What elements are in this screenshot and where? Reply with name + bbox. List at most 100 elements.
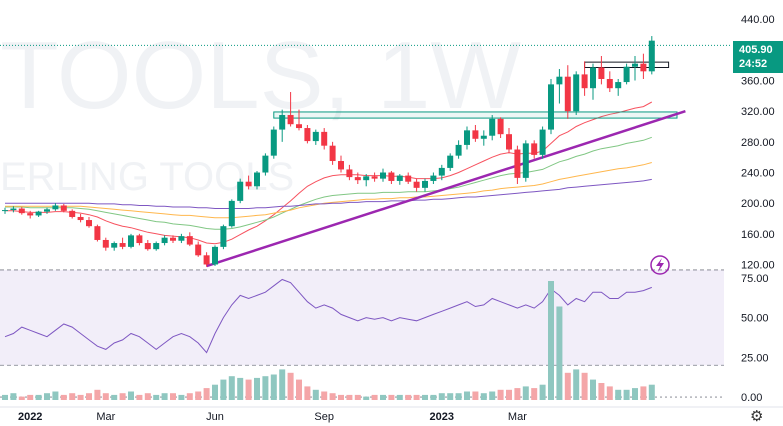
candle — [237, 178, 244, 204]
candle-body — [539, 129, 546, 155]
volume-bar — [329, 393, 336, 400]
candle — [573, 71, 580, 116]
lightning-icon[interactable] — [650, 255, 670, 275]
candle-body — [623, 66, 630, 83]
candle — [270, 126, 277, 159]
candle — [489, 115, 496, 141]
volume-bar — [170, 393, 176, 400]
volume-bar — [489, 391, 496, 400]
candle — [380, 168, 386, 182]
time-tick-label: Mar — [508, 411, 527, 423]
candle-body — [212, 246, 218, 265]
candle-layer — [2, 36, 655, 267]
candle — [161, 235, 168, 246]
rsi-axis: 75.00 50.00 25.00 0.00 — [741, 273, 769, 404]
candle-body — [346, 169, 353, 178]
volume-bar — [228, 376, 235, 400]
volume-bar — [405, 394, 412, 400]
rsi-tick-label: 0.00 — [741, 392, 762, 404]
volume-bar — [18, 396, 25, 400]
candle-body — [102, 239, 109, 248]
candle — [69, 209, 76, 219]
volume-bar — [564, 372, 571, 400]
rsi-panel — [0, 269, 724, 398]
time-tick-label: Mar — [96, 411, 115, 423]
candle — [94, 224, 101, 242]
candle-body — [606, 78, 613, 89]
candle-body — [35, 211, 42, 216]
candle-body — [220, 226, 227, 247]
candle-body — [573, 74, 580, 112]
gear-icon[interactable]: ⚙ — [750, 407, 764, 425]
candle — [615, 78, 622, 96]
volume-bar — [35, 394, 42, 400]
volume-bar — [254, 377, 260, 400]
time-axis[interactable]: 2022 Mar Jun Sep 2023 Mar — [0, 406, 783, 423]
volume-bar — [623, 389, 630, 400]
candle — [195, 241, 202, 257]
candle-body — [77, 216, 84, 221]
volume-bar — [186, 393, 193, 400]
candle-body — [514, 149, 521, 178]
candle-body — [396, 175, 403, 181]
time-tick-label: 2022 — [18, 411, 42, 423]
candle-body — [144, 243, 151, 250]
candle — [119, 237, 126, 250]
candle — [497, 117, 504, 139]
candle-body — [111, 243, 118, 248]
candle-body — [254, 172, 260, 187]
candle-body — [472, 130, 479, 139]
candle-body — [2, 210, 8, 212]
volume-bar — [396, 394, 403, 400]
volume-bar — [354, 394, 361, 400]
candle-body — [615, 82, 622, 89]
volume-bar — [296, 379, 302, 400]
candle-body — [413, 181, 420, 188]
volume-bar — [136, 394, 143, 400]
volume-bar — [413, 394, 420, 400]
candle-body — [170, 237, 176, 241]
candle — [548, 78, 554, 135]
candle — [111, 241, 118, 251]
rsi-tick-label: 75.00 — [741, 273, 769, 285]
candle — [203, 252, 210, 267]
candle-body — [371, 176, 378, 179]
candle-body — [10, 208, 17, 211]
candle-body — [438, 167, 445, 176]
volume-bar — [371, 394, 378, 400]
candle-body — [447, 155, 454, 168]
candle-body — [128, 235, 134, 247]
volume-bar — [203, 388, 210, 400]
volume-bar — [2, 394, 8, 400]
volume-bar — [60, 394, 67, 400]
candle — [623, 63, 630, 85]
volume-bar — [338, 394, 344, 400]
candle-body — [455, 144, 462, 156]
candle-body — [262, 155, 269, 173]
candle-body — [522, 143, 529, 178]
volume-bar — [506, 389, 512, 400]
price-tick-label: 280.00 — [741, 137, 775, 149]
volume-bar — [220, 379, 227, 400]
time-tick-label: Sep — [314, 411, 334, 423]
volume-bar — [632, 388, 638, 400]
candle — [86, 216, 92, 228]
volume-bar — [161, 393, 168, 400]
candle-body — [69, 210, 76, 217]
volume-bar — [312, 389, 319, 400]
candle — [464, 126, 470, 150]
candle-body — [531, 143, 538, 155]
candle — [539, 126, 546, 159]
candle — [52, 203, 59, 211]
candle-body — [195, 244, 202, 256]
candle-body — [506, 134, 512, 150]
ema-line — [5, 162, 652, 219]
candle — [480, 130, 487, 146]
volume-bar — [111, 394, 118, 400]
volume-bar — [270, 374, 277, 400]
candle-body — [60, 205, 67, 211]
candle-body — [312, 131, 319, 142]
candle — [371, 172, 378, 182]
volume-bar — [279, 369, 286, 400]
